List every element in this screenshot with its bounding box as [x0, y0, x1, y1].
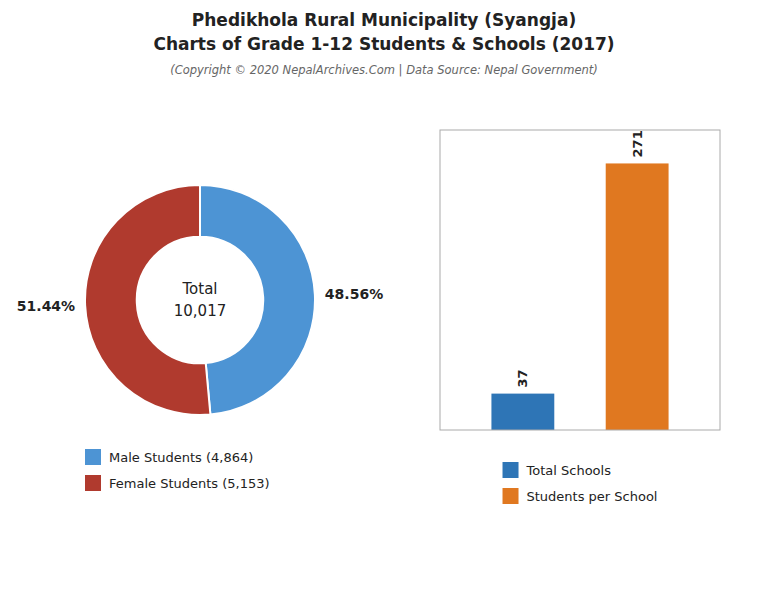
data-label: 271 [630, 130, 645, 157]
data-label: 51.44% [17, 298, 75, 314]
title: Charts of Grade 1-12 Students & Schools … [153, 34, 614, 54]
legend-label: Students per School [527, 489, 658, 504]
legend-item: Total Schools [503, 462, 612, 478]
slices [85, 185, 315, 415]
data-label: 48.56% [325, 286, 383, 302]
legend-label: Male Students (4,864) [109, 450, 253, 465]
donut-slice [200, 185, 315, 415]
bars [491, 163, 668, 430]
legend-item: Female Students (5,153) [85, 475, 270, 491]
data-label: 37 [515, 370, 530, 388]
legend-label: Total Schools [526, 463, 612, 478]
title: Phedikhola Rural Municipality (Syangja) [192, 10, 576, 30]
legend-item: Students per School [503, 488, 658, 504]
bar-chart: 37 271 [440, 130, 720, 430]
legend-swatch [85, 475, 101, 491]
subtitle: (Copyright © 2020 NepalArchives.Com | Da… [170, 63, 598, 77]
legend-swatch [503, 488, 519, 504]
bar [491, 394, 554, 430]
center-annotation: Total [181, 280, 217, 298]
legend-swatch [503, 462, 519, 478]
legend: Male Students (4,864) Female Students (5,… [85, 449, 270, 491]
chart-root: Phedikhola Rural Municipality (Syangja) C… [0, 0, 768, 597]
legend-label: Female Students (5,153) [109, 476, 270, 491]
legend: Total Schools Students per School [503, 462, 658, 504]
plot-frame [440, 130, 720, 430]
center-annotation: 10,017 [174, 302, 227, 320]
bar [606, 163, 669, 430]
legend-swatch [85, 449, 101, 465]
donut-chart: 48.56% 51.44% Total 10,017 [17, 185, 383, 415]
legend-item: Male Students (4,864) [85, 449, 253, 465]
donut-slice [85, 185, 210, 415]
